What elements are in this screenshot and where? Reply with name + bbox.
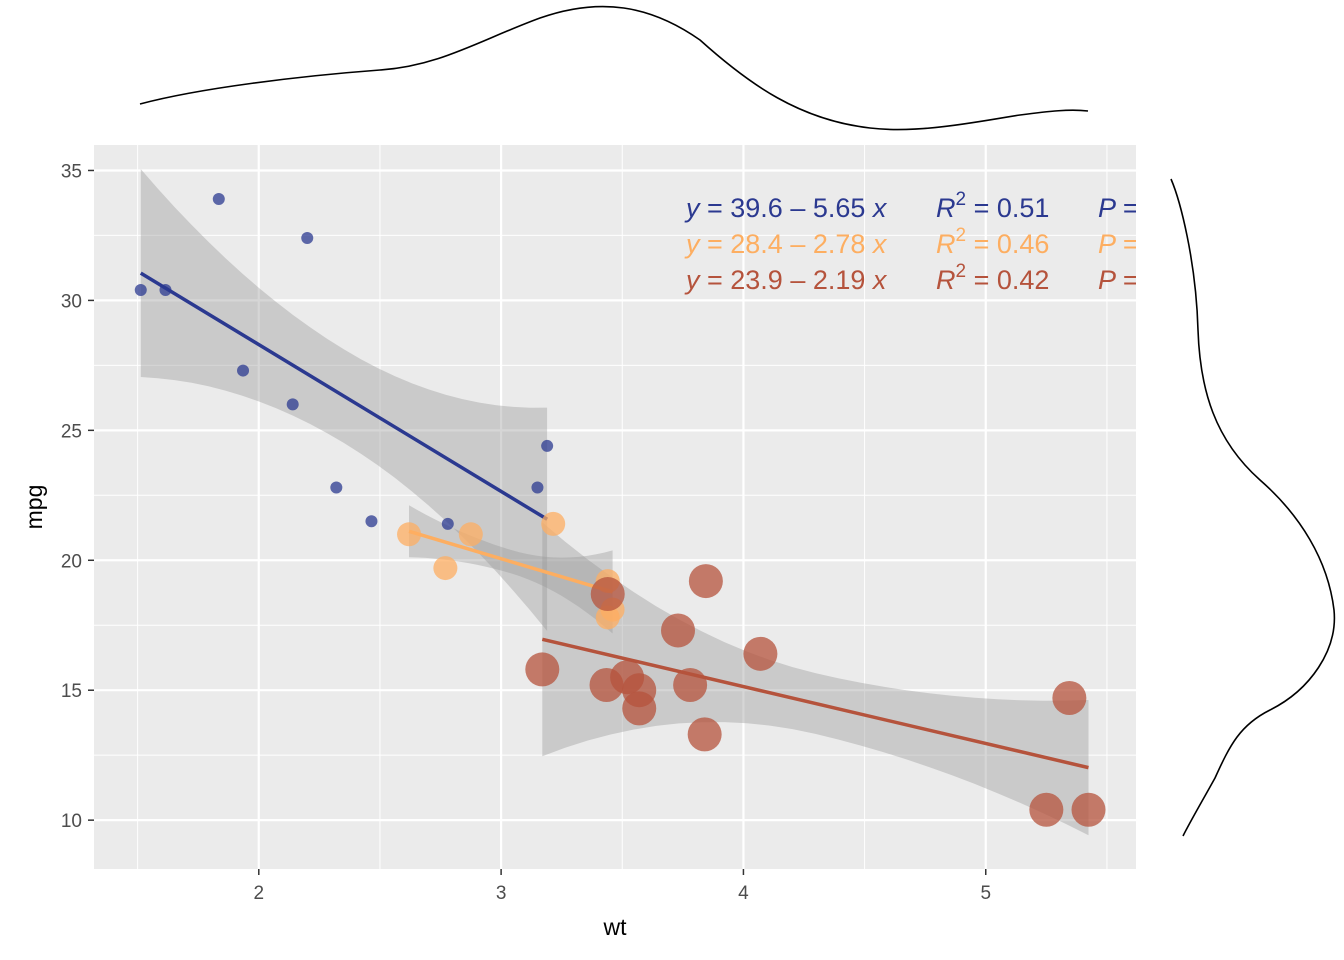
r-symbol: R — [936, 193, 956, 223]
y-tick-label: 10 — [61, 811, 82, 832]
data-point — [441, 517, 454, 530]
data-points — [134, 193, 1106, 827]
p-value-part: P = — [1098, 193, 1138, 223]
y-tick-label: 20 — [61, 551, 82, 572]
r-squared-text: R2 = 0.51 — [936, 189, 1049, 223]
y-tick-label: 15 — [61, 681, 82, 702]
equation-text: y = 28.4 – 2.78 x — [684, 229, 888, 259]
r-squared-value: = 0.46 — [966, 229, 1049, 259]
equation-part: x — [871, 265, 888, 295]
equation-part: y — [684, 229, 701, 259]
regression-line — [408, 529, 614, 594]
minor-gridlines — [94, 145, 1136, 869]
equation-part: y — [684, 193, 701, 223]
equation-part: = 39.6 – 5.65 — [700, 193, 873, 223]
x-axis-ticks: 2 3 4 5 — [253, 869, 991, 904]
equation-part: x — [871, 229, 888, 259]
equation-text: y = 39.6 – 5.65 x — [684, 193, 888, 223]
y-tick-label: 35 — [61, 161, 82, 182]
r-squared-text: R2 = 0.42 — [936, 261, 1049, 295]
plot-panel — [94, 145, 1136, 869]
p-value-text: P = — [1098, 229, 1138, 259]
regression-lines — [139, 271, 1089, 770]
data-point — [531, 481, 544, 494]
y-axis-ticks: 10 15 20 25 30 35 — [61, 161, 94, 832]
data-point — [286, 398, 299, 411]
r-symbol: R — [936, 229, 956, 259]
p-value-text: P = — [1098, 265, 1138, 295]
y-tick-label: 30 — [61, 291, 82, 312]
data-point — [212, 193, 225, 206]
data-point — [622, 691, 657, 726]
equation-part: x — [871, 193, 888, 223]
r-superscript: 2 — [956, 261, 967, 282]
data-point — [661, 613, 696, 648]
data-point — [1052, 681, 1087, 716]
data-point — [330, 481, 343, 494]
regression-equation: y = 23.9 – 2.19 x R2 = 0.42 P = — [684, 261, 1138, 295]
r-squared-value: = 0.42 — [966, 265, 1049, 295]
x-axis-title: wt — [603, 914, 628, 940]
r-squared-value: = 0.51 — [966, 193, 1049, 223]
data-point — [397, 522, 422, 547]
data-point — [688, 564, 723, 599]
data-point — [541, 439, 554, 452]
equation-part: = 23.9 – 2.19 — [700, 265, 873, 295]
p-value-part: P = — [1098, 265, 1138, 295]
y-tick-label: 25 — [61, 421, 82, 442]
right-marginal-density — [1170, 178, 1336, 837]
regression-equation: y = 28.4 – 2.78 x R2 = 0.46 P = — [684, 225, 1138, 259]
equation-part: = 28.4 – 2.78 — [700, 229, 873, 259]
data-point — [541, 511, 566, 536]
data-point — [525, 652, 560, 687]
data-point — [1071, 792, 1106, 827]
data-point — [743, 636, 778, 671]
p-value-text: P = — [1098, 193, 1138, 223]
data-point — [433, 556, 458, 581]
regression-equations: y = 39.6 – 5.65 x R2 = 0.51 P = y = 28.4 –… — [684, 189, 1138, 295]
equation-text: y = 23.9 – 2.19 x — [684, 265, 888, 295]
data-point — [365, 515, 378, 528]
y-axis-title: mpg — [21, 485, 47, 530]
confidence-ribbon — [140, 169, 548, 631]
regression-line — [541, 637, 1089, 770]
r-symbol: R — [936, 265, 956, 295]
x-tick-label: 3 — [496, 883, 507, 904]
x-tick-label: 5 — [980, 883, 991, 904]
top-marginal-density — [139, 5, 1089, 131]
x-tick-label: 4 — [738, 883, 749, 904]
major-gridlines — [94, 145, 1136, 869]
data-point — [237, 364, 250, 377]
data-point — [134, 284, 147, 297]
r-superscript: 2 — [956, 225, 967, 246]
regression-equation: y = 39.6 – 5.65 x R2 = 0.51 P = — [684, 189, 1138, 223]
equation-part: y — [684, 265, 701, 295]
confidence-ribbon — [542, 522, 1089, 836]
data-point — [687, 717, 722, 752]
data-point — [159, 284, 172, 297]
data-point — [458, 522, 483, 547]
data-point — [673, 668, 708, 703]
data-point — [1029, 792, 1064, 827]
regression-line — [139, 271, 549, 521]
r-superscript: 2 — [956, 189, 967, 210]
r-squared-text: R2 = 0.46 — [936, 225, 1049, 259]
x-tick-label: 2 — [253, 883, 264, 904]
data-point — [301, 232, 314, 245]
p-value-part: P = — [1098, 229, 1138, 259]
data-point — [590, 577, 625, 612]
